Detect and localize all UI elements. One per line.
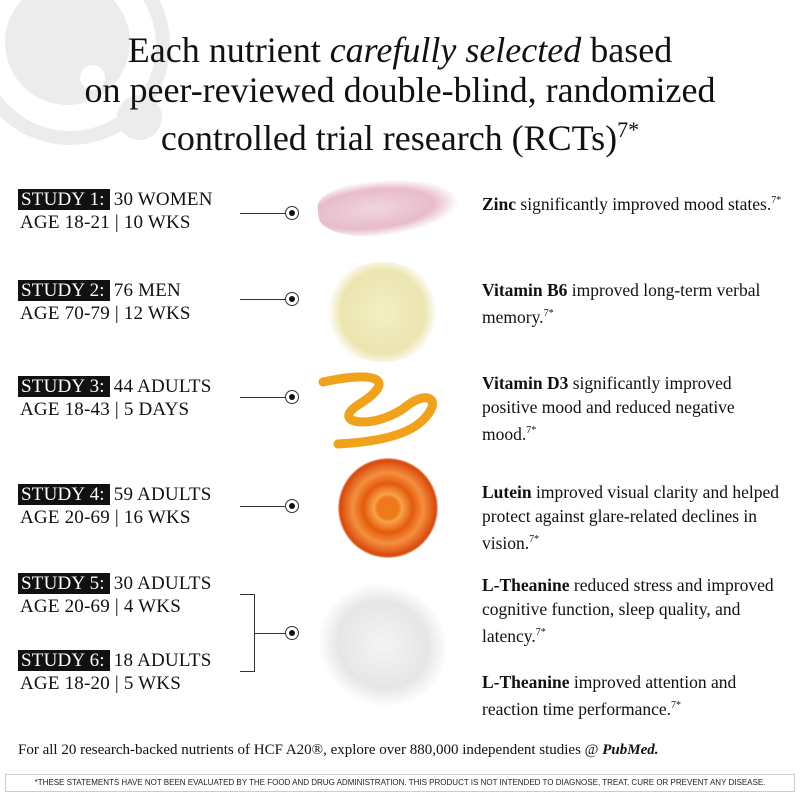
finding-vitamin-d3: Vitamin D3 significantly improved positi… <box>482 373 735 444</box>
bracket <box>240 594 255 672</box>
l-theanine-powder-image <box>298 563 468 727</box>
connector-dot-icon <box>285 499 299 513</box>
study-2: STUDY 2: 76 MEN AGE 70-79 | 12 WKS <box>18 280 191 324</box>
pubmed-link[interactable]: PubMed. <box>602 742 659 758</box>
finding-l-theanine-2: L-Theanine improved attention and reacti… <box>482 672 737 719</box>
zinc-powder-image <box>315 172 461 243</box>
connector-dot-icon <box>285 292 299 306</box>
connector-line <box>240 299 286 300</box>
watermark-hole <box>80 65 105 90</box>
finding-l-theanine-1: L-Theanine reduced stress and improved c… <box>482 575 774 646</box>
page-title: Each nutrient carefully selected based o… <box>84 30 716 158</box>
study-6: STUDY 6: 18 ADULTS AGE 18-20 | 5 WKS <box>18 650 212 694</box>
study-3: STUDY 3: 44 ADULTS AGE 18-43 | 5 DAYS <box>18 376 212 420</box>
footer-note: For all 20 research-backed nutrients of … <box>18 742 659 758</box>
connector-line <box>240 506 286 507</box>
study-5: STUDY 5: 30 ADULTS AGE 20-69 | 4 WKS <box>18 573 212 617</box>
finding-zinc: Zinc significantly improved mood states.… <box>482 193 782 214</box>
finding-vitamin-b6: Vitamin B6 improved long-term verbal mem… <box>482 280 761 327</box>
connector-line <box>255 633 286 634</box>
watermark-knob <box>117 95 162 140</box>
vitamin-d3-drizzle-image <box>318 370 453 450</box>
connector-dot-icon <box>285 206 299 220</box>
connector-line <box>240 397 286 398</box>
study-1: STUDY 1: 30 WOMEN AGE 18-21 | 10 WKS <box>18 189 213 233</box>
connector-dot-icon <box>285 390 299 404</box>
fda-disclaimer: *THESE STATEMENTS HAVE NOT BEEN EVALUATE… <box>5 774 795 792</box>
connector-dot-icon <box>285 626 299 640</box>
vitamin-b6-powder-image <box>325 262 440 362</box>
connector-line <box>240 213 286 214</box>
lutein-disc-image <box>338 458 438 558</box>
watermark-disc <box>5 0 130 105</box>
finding-lutein: Lutein improved visual clarity and helpe… <box>482 482 779 553</box>
study-4: STUDY 4: 59 ADULTS AGE 20-69 | 16 WKS <box>18 484 212 528</box>
